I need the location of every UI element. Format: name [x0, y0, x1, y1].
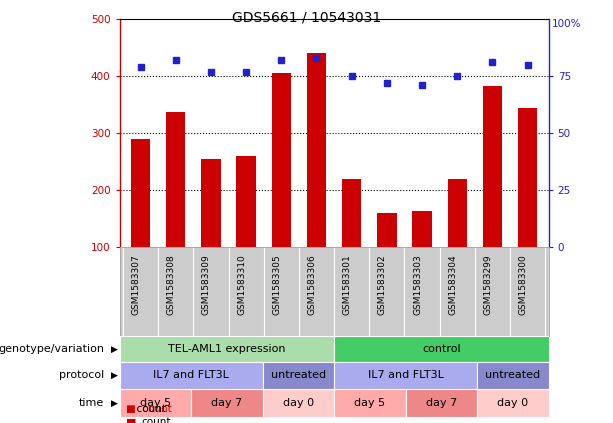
Text: TEL-AML1 expression: TEL-AML1 expression — [168, 344, 286, 354]
Bar — [131, 139, 150, 247]
Text: day 5: day 5 — [354, 398, 386, 408]
Text: control: control — [422, 344, 461, 354]
Bar — [334, 336, 549, 362]
Text: GSM1583309: GSM1583309 — [202, 255, 211, 315]
Text: GSM1583308: GSM1583308 — [167, 255, 176, 315]
Bar — [477, 389, 549, 417]
Text: protocol: protocol — [59, 371, 104, 380]
Bar — [334, 389, 406, 417]
Text: day 7: day 7 — [426, 398, 457, 408]
Text: 100%: 100% — [552, 19, 581, 29]
Text: untreated: untreated — [271, 371, 326, 380]
Bar — [342, 179, 361, 247]
Bar — [334, 362, 477, 389]
Bar — [237, 156, 256, 247]
Bar — [262, 389, 334, 417]
Bar — [447, 179, 467, 247]
Bar — [482, 86, 502, 247]
Text: GSM1583302: GSM1583302 — [378, 255, 387, 315]
Text: count: count — [130, 404, 166, 414]
Bar — [307, 53, 326, 247]
Bar — [120, 389, 191, 417]
Text: ▶: ▶ — [111, 344, 118, 354]
Text: GSM1583300: GSM1583300 — [519, 255, 528, 315]
Text: IL7 and FLT3L: IL7 and FLT3L — [153, 371, 229, 380]
Text: GSM1583301: GSM1583301 — [343, 255, 352, 315]
Text: day 7: day 7 — [211, 398, 242, 408]
Text: GSM1583305: GSM1583305 — [272, 255, 281, 315]
Bar — [262, 362, 334, 389]
Text: genotype/variation: genotype/variation — [0, 344, 104, 354]
Text: ■: ■ — [126, 417, 136, 423]
Text: GSM1583306: GSM1583306 — [308, 255, 316, 315]
Text: day 0: day 0 — [283, 398, 314, 408]
Text: untreated: untreated — [485, 371, 541, 380]
Bar — [191, 389, 262, 417]
Text: ▶: ▶ — [111, 398, 118, 407]
Bar — [120, 336, 334, 362]
Bar — [166, 112, 186, 247]
Text: day 5: day 5 — [140, 398, 171, 408]
Bar — [201, 159, 221, 247]
Text: GSM1583307: GSM1583307 — [132, 255, 140, 315]
Text: GDS5661 / 10543031: GDS5661 / 10543031 — [232, 11, 381, 25]
Text: day 0: day 0 — [497, 398, 528, 408]
Text: ■  count: ■ count — [126, 404, 172, 414]
Text: GSM1583304: GSM1583304 — [448, 255, 457, 315]
Bar — [413, 212, 432, 247]
Text: IL7 and FLT3L: IL7 and FLT3L — [368, 371, 444, 380]
Bar — [272, 73, 291, 247]
Text: GSM1583299: GSM1583299 — [484, 255, 492, 315]
Text: GSM1583310: GSM1583310 — [237, 255, 246, 315]
Text: count: count — [141, 417, 170, 423]
Bar — [477, 362, 549, 389]
Text: GSM1583303: GSM1583303 — [413, 255, 422, 315]
Bar — [406, 389, 477, 417]
Text: time: time — [79, 398, 104, 408]
Text: ▶: ▶ — [111, 371, 118, 380]
Bar — [120, 362, 262, 389]
Bar — [377, 213, 397, 247]
Bar — [518, 107, 537, 247]
